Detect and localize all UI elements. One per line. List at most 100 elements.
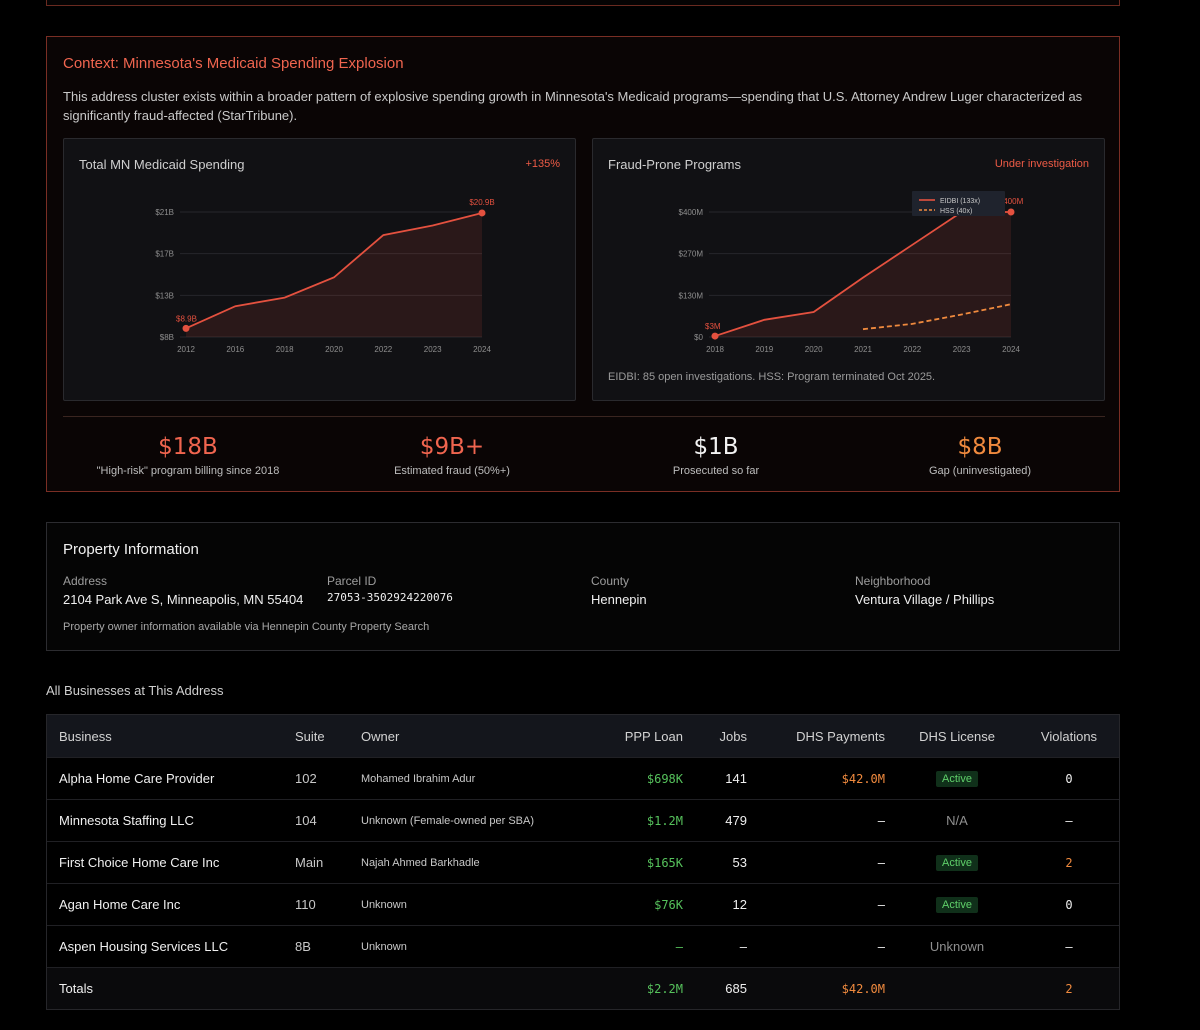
owner: Unknown <box>361 940 407 953</box>
y-tick-label: $0 <box>694 333 703 342</box>
property-address: Address 2104 Park Ave S, Minneapolis, MN… <box>63 574 303 607</box>
property-owner-note: Property owner information available via… <box>63 621 430 633</box>
field-value: Hennepin <box>591 592 647 607</box>
x-tick-label: 2018 <box>706 345 724 354</box>
stats-divider <box>63 416 1105 417</box>
column-header-dhs-payments[interactable]: DHS Payments <box>796 728 885 744</box>
business-name: Minnesota Staffing LLC <box>59 813 194 828</box>
dhs-license: Active <box>909 884 1005 925</box>
last-point <box>478 209 486 217</box>
jobs: – <box>739 939 747 954</box>
field-label: County <box>591 574 630 588</box>
license-status-badge: Active <box>936 770 978 787</box>
totals-jobs: 685 <box>725 981 747 996</box>
column-header-jobs[interactable]: Jobs <box>719 728 747 744</box>
ppp-loan: $1.2M <box>646 813 683 828</box>
dhs-license: Active <box>909 842 1005 883</box>
totals-ppp-loan: $2.2M <box>646 981 683 996</box>
suite: 8B <box>295 939 311 954</box>
dhs-license: N/A <box>909 800 1005 841</box>
property-neighborhood: Neighborhood Ventura Village / Phillips <box>855 574 994 607</box>
x-tick-label: 2023 <box>953 345 971 354</box>
ppp-loan: $698K <box>646 771 683 786</box>
x-tick-label: 2012 <box>177 345 195 354</box>
totals-row: Totals $2.2M 685 $42.0M 2 <box>47 967 1119 1009</box>
jobs: 53 <box>732 855 747 870</box>
owner: Unknown (Female-owned per SBA) <box>361 814 535 827</box>
column-header-owner[interactable]: Owner <box>361 728 400 744</box>
suite: 104 <box>295 813 317 828</box>
table-row[interactable]: First Choice Home Care Inc Main Najah Ahme… <box>47 841 1119 883</box>
field-label: Neighborhood <box>855 574 931 588</box>
stat-label: Estimated fraud (50%+) <box>394 465 510 477</box>
investigation-tag: Under investigation <box>994 158 1089 170</box>
fraud-programs-chart-title: Fraud-Prone Programs <box>608 157 741 172</box>
suite: 102 <box>295 771 317 786</box>
fraud-programs-chart: $0 $130M $270M $400M 2018 2019 2020 2021 2022 202… <box>679 191 1024 354</box>
x-tick-label: 2024 <box>473 345 491 354</box>
series-area <box>715 212 1011 337</box>
y-tick-label: $8B <box>160 333 174 342</box>
total-spending-chart: $8B $13B $17B $21B 2012 2016 2018 2020 2022 2023 2… <box>155 198 494 354</box>
businesses-table: Business Suite Owner PPP Loan Jobs DHS P… <box>46 714 1120 1010</box>
column-header-ppp-loan[interactable]: PPP Loan <box>624 728 683 744</box>
owner: Mohamed Ibrahim Adur <box>361 772 476 785</box>
medicaid-context-panel: Context: Minnesota's Medicaid Spending E… <box>46 36 1120 492</box>
stat-value: $1B <box>693 434 739 460</box>
table-row[interactable]: Agan Home Care Inc 110 Unknown $76K 12 – Activ… <box>47 883 1119 925</box>
jobs: 12 <box>732 897 747 912</box>
context-title: Context: Minnesota's Medicaid Spending E… <box>63 55 404 72</box>
property-county: County Hennepin <box>591 574 647 607</box>
spending-growth-tag: +135% <box>525 158 560 170</box>
dhs-payments: – <box>877 897 885 912</box>
x-tick-label: 2019 <box>755 345 773 354</box>
business-name: Alpha Home Care Provider <box>59 771 215 786</box>
last-point-label: $20.9B <box>469 198 494 207</box>
last-point-label: $400M <box>999 197 1024 206</box>
y-tick-label: $17B <box>155 250 174 259</box>
stat-prosecuted: $1B Prosecuted so far <box>591 433 841 477</box>
license-status-badge: Active <box>936 854 978 871</box>
first-point-label: $3M <box>705 322 721 331</box>
stat-label: Gap (uninvestigated) <box>928 465 1032 477</box>
license-status-text: Unknown <box>929 939 985 954</box>
y-tick-label: $270M <box>679 250 704 259</box>
license-status-badge: Active <box>936 896 978 913</box>
first-point <box>182 324 190 332</box>
table-row[interactable]: Aspen Housing Services LLC 8B Unknown – – – Un… <box>47 925 1119 967</box>
stat-gap: $8B Gap (uninvestigated) <box>855 433 1105 477</box>
column-header-business[interactable]: Business <box>59 728 112 744</box>
total-spending-chart-title: Total MN Medicaid Spending <box>79 157 245 172</box>
x-tick-label: 2023 <box>424 345 442 354</box>
violations: – <box>1065 939 1073 954</box>
series-line-2 <box>862 303 1012 331</box>
violations: – <box>1065 813 1073 828</box>
fraud-programs-chart-card: $0 $130M $270M $400M 2018 2019 2020 2021 2022 202… <box>592 138 1105 401</box>
dhs-license: Unknown <box>909 926 1005 967</box>
field-value: 2104 Park Ave S, Minneapolis, MN 55404 <box>63 592 304 607</box>
stat-value: $9B+ <box>419 434 485 460</box>
x-tick-label: 2022 <box>903 345 921 354</box>
totals-violations: 2 <box>1065 981 1073 996</box>
first-point <box>711 332 719 340</box>
table-row[interactable]: Minnesota Staffing LLC 104 Unknown (Female… <box>47 799 1119 841</box>
column-header-dhs-license[interactable]: DHS License <box>919 728 995 744</box>
stat-high-risk-billing: $18B "High-risk" program billing since 2… <box>63 433 313 477</box>
business-name: Agan Home Care Inc <box>59 897 181 912</box>
total-spending-chart-card: $8B $13B $17B $21B 2012 2016 2018 2020 2022 2023 2… <box>63 138 576 401</box>
column-header-violations[interactable]: Violations <box>1040 728 1098 744</box>
violations: 0 <box>1065 897 1073 912</box>
dhs-payments: – <box>877 813 885 828</box>
dhs-payments: $42.0M <box>841 771 885 786</box>
y-tick-label: $13B <box>155 291 174 300</box>
suite: Main <box>295 855 324 870</box>
fraud-programs-note: EIDBI: 85 open investigations. HSS: Prog… <box>608 371 936 383</box>
owner: Unknown <box>361 898 407 911</box>
totals-label: Totals <box>59 981 93 996</box>
stat-value: $18B <box>158 434 218 460</box>
totals-dhs-payments: $42.0M <box>841 981 885 996</box>
business-name: Aspen Housing Services LLC <box>59 939 229 954</box>
column-header-suite[interactable]: Suite <box>295 728 325 744</box>
table-row[interactable]: Alpha Home Care Provider 102 Mohamed Ibrah… <box>47 757 1119 799</box>
dhs-payments: – <box>877 939 885 954</box>
